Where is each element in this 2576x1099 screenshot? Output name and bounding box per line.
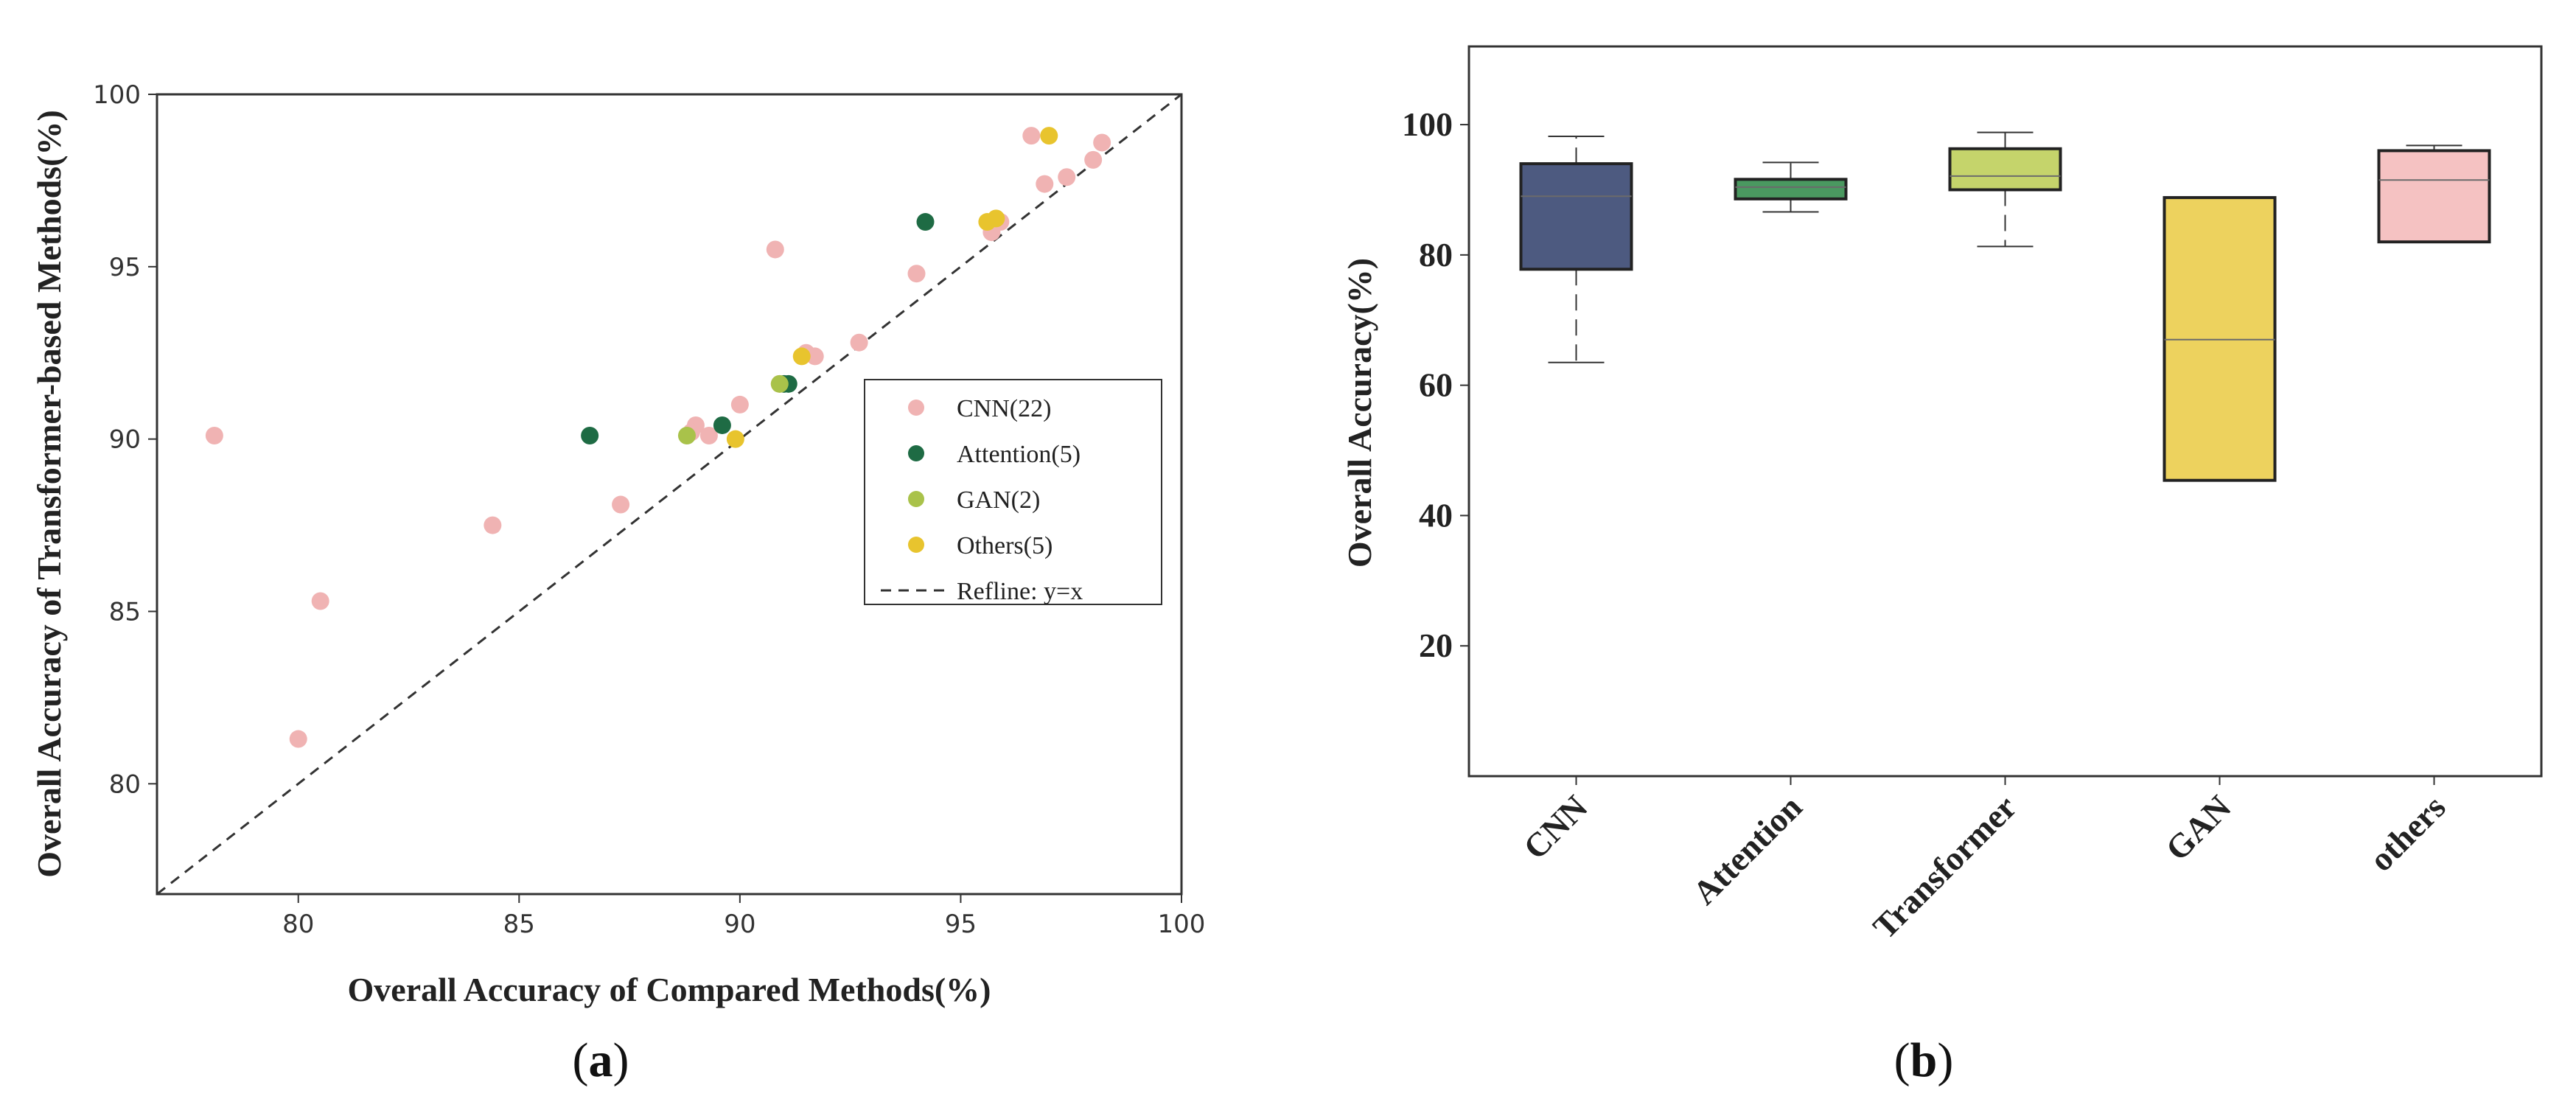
scatter-point <box>730 395 749 414</box>
category-label: CNN <box>1516 788 1595 867</box>
legend-marker <box>908 400 924 416</box>
scatter-point <box>792 347 811 366</box>
scatter-point <box>1022 127 1041 145</box>
y-tick-label: 85 <box>109 598 141 627</box>
box-iqr <box>1519 162 1633 271</box>
refline-y-equals-x <box>156 93 1182 896</box>
box-attention <box>1734 161 1848 213</box>
category-label: Transformer <box>1865 788 2023 946</box>
boxplot-x-axis-ticks: CNN Attention Transformer GAN others <box>1516 776 2453 946</box>
legend-label: GAN(2) <box>957 486 1040 514</box>
scatter-axis-ticks: 80 85 90 95 100 80 85 90 95 100 <box>93 80 1205 939</box>
x-tick-label: 100 <box>1158 910 1206 939</box>
scatter-point <box>612 495 630 514</box>
box-iqr <box>2377 149 2491 244</box>
scatter-legend: CNN(22) Attention(5) GAN(2) Others(5) Reflin… <box>864 379 1162 605</box>
boxplot-panel-b: 20 40 60 80 100 CNN Attention Transformer GAN ot… <box>1341 45 2543 1087</box>
boxplot-y-axis-title: Overall Accuracy(%) <box>1341 258 1378 568</box>
y-tick-label: 100 <box>1402 105 1453 143</box>
scatter-point <box>850 333 868 352</box>
scatter-points <box>205 127 1111 748</box>
y-tick-label: 90 <box>109 425 141 455</box>
scatter-point <box>770 374 789 393</box>
category-label: GAN <box>2158 788 2238 868</box>
boxplot-y-axis-ticks: 20 40 60 80 100 <box>1402 105 1469 664</box>
category-label: Attention <box>1686 788 1809 912</box>
scatter-point <box>1040 127 1058 145</box>
y-tick-label: 100 <box>93 80 141 110</box>
scatter-point <box>1084 150 1103 169</box>
y-tick-label: 60 <box>1419 366 1453 404</box>
y-tick-label: 80 <box>109 770 141 799</box>
category-label: others <box>2362 788 2453 879</box>
panel-label-a: (a) <box>573 1033 629 1087</box>
scatter-point <box>677 426 696 444</box>
legend-label: CNN(22) <box>957 395 1051 422</box>
scatter-point <box>1036 175 1054 193</box>
scatter-point <box>1058 168 1076 186</box>
y-tick-label: 80 <box>1419 236 1453 273</box>
y-tick-label: 95 <box>109 253 141 282</box>
scatter-point <box>699 426 718 444</box>
scatter-point <box>484 516 502 534</box>
box-iqr <box>1948 147 2062 192</box>
scatter-point <box>581 426 599 444</box>
box-gan <box>2163 196 2277 482</box>
boxplot-boxes <box>1519 131 2491 482</box>
legend-label: Attention(5) <box>957 441 1081 468</box>
y-tick-label: 40 <box>1419 496 1453 534</box>
scatter-y-axis-title: Overall Accuracy of Transformer-based Me… <box>30 110 68 878</box>
box-cnn <box>1519 135 1633 363</box>
scatter-point <box>289 730 307 748</box>
scatter-point <box>205 426 223 444</box>
x-tick-label: 85 <box>503 910 535 939</box>
scatter-point <box>713 416 731 434</box>
scatter-point <box>726 430 744 448</box>
scatter-point <box>907 265 926 283</box>
scatter-point <box>1093 133 1111 152</box>
box-iqr <box>1734 178 1848 200</box>
scatter-point <box>766 240 784 259</box>
scatter-x-axis-title: Overall Accuracy of Compared Methods(%) <box>348 971 991 1008</box>
box-others <box>2377 144 2491 244</box>
y-tick-label: 20 <box>1419 627 1453 664</box>
x-tick-label: 95 <box>945 910 977 939</box>
scatter-panel-a: 80 85 90 95 100 80 85 90 95 100 CNN(22) Attention(… <box>30 80 1205 1087</box>
legend-marker <box>908 491 924 507</box>
scatter-point <box>987 209 1005 228</box>
scatter-point <box>916 213 935 231</box>
panel-label-b: (b) <box>1894 1033 1954 1087</box>
x-tick-label: 90 <box>724 910 755 939</box>
legend-marker <box>908 445 924 461</box>
scatter-point <box>311 592 329 610</box>
legend-marker <box>908 537 924 553</box>
legend-label: Others(5) <box>957 532 1053 559</box>
legend-label: Refline: y=x <box>957 578 1083 605</box>
box-transformer <box>1948 131 2062 248</box>
x-tick-label: 80 <box>282 910 314 939</box>
